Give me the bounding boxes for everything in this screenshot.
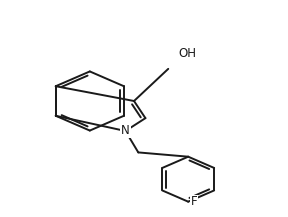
- Text: OH: OH: [178, 47, 196, 60]
- Text: F: F: [191, 195, 198, 208]
- Text: N: N: [121, 125, 130, 138]
